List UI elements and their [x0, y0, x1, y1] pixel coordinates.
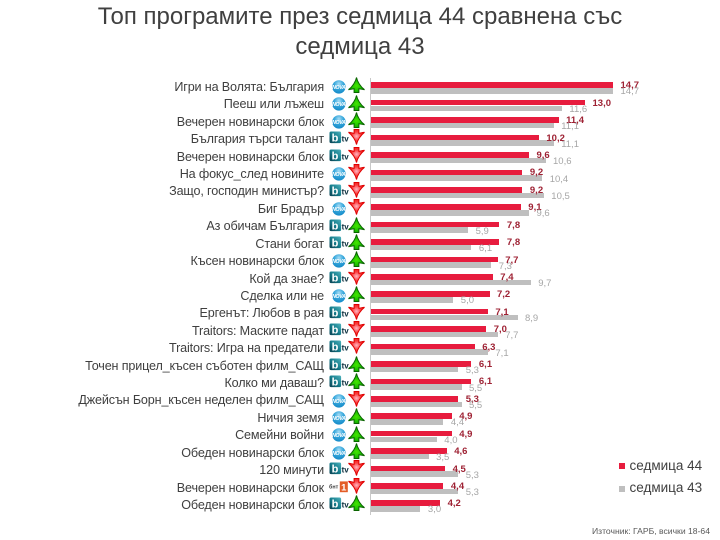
svg-text:NOVA: NOVA [332, 416, 346, 422]
svg-text:b: b [331, 150, 338, 162]
svg-text:бнт: бнт [329, 483, 339, 490]
svg-text:tv: tv [341, 222, 349, 231]
svg-text:tv: tv [341, 466, 349, 475]
svg-text:NOVA: NOVA [332, 102, 346, 108]
svg-text:tv: tv [341, 344, 349, 353]
svg-text:1: 1 [341, 482, 347, 493]
svg-text:tv: tv [341, 327, 349, 336]
svg-text:NOVA: NOVA [332, 398, 346, 404]
svg-text:NOVA: NOVA [332, 207, 346, 213]
svg-text:NOVA: NOVA [332, 259, 346, 265]
svg-text:b: b [331, 185, 338, 197]
svg-text:tv: tv [341, 152, 349, 161]
svg-text:tv: tv [341, 187, 349, 196]
svg-text:b: b [331, 359, 338, 371]
svg-text:b: b [331, 220, 338, 232]
svg-text:tv: tv [341, 379, 349, 388]
svg-text:NOVA: NOVA [332, 451, 346, 457]
svg-text:b: b [331, 377, 338, 389]
svg-text:tv: tv [341, 274, 349, 283]
svg-text:b: b [331, 499, 338, 511]
svg-text:b: b [331, 464, 338, 476]
svg-text:b: b [331, 272, 338, 284]
svg-text:tv: tv [341, 239, 349, 248]
svg-text:b: b [331, 237, 338, 249]
svg-text:b: b [331, 324, 338, 336]
svg-text:NOVA: NOVA [332, 85, 346, 91]
svg-text:b: b [331, 307, 338, 319]
svg-text:b: b [331, 342, 338, 354]
svg-text:NOVA: NOVA [332, 172, 346, 178]
svg-text:tv: tv [341, 361, 349, 370]
svg-text:NOVA: NOVA [332, 294, 346, 300]
svg-text:tv: tv [341, 135, 349, 144]
svg-text:tv: tv [341, 501, 349, 510]
svg-text:NOVA: NOVA [332, 433, 346, 439]
svg-text:NOVA: NOVA [332, 120, 346, 126]
svg-text:tv: tv [341, 309, 349, 318]
svg-text:b: b [331, 133, 338, 145]
